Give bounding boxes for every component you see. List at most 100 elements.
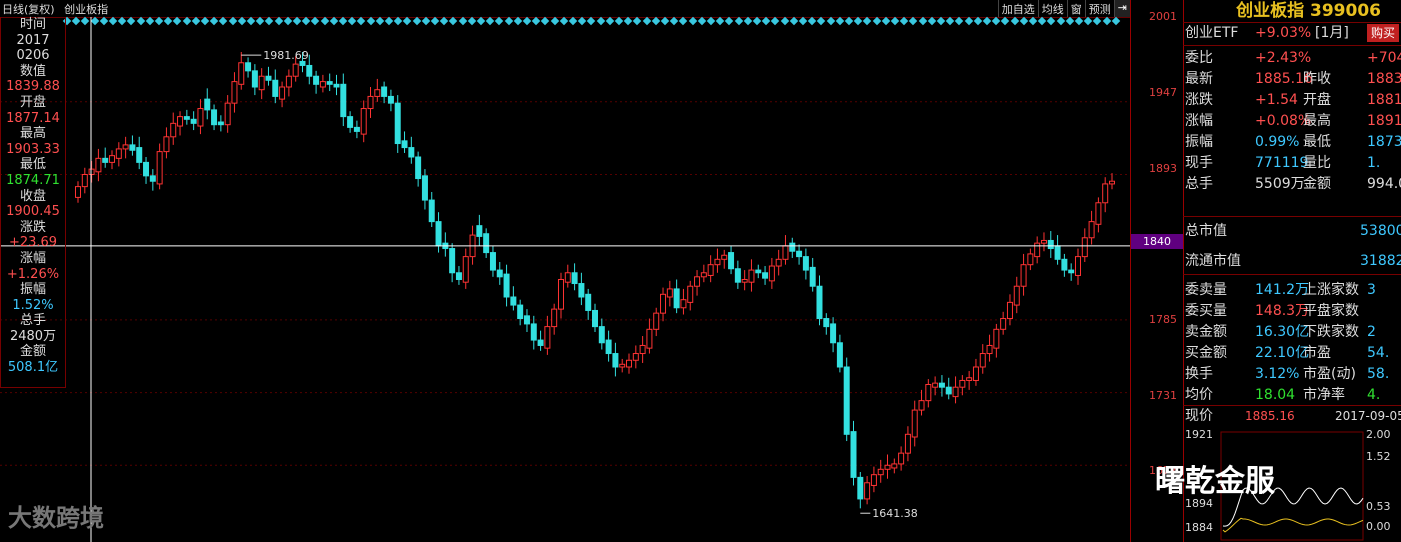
candle-body[interactable] [156, 151, 163, 185]
candle-body[interactable] [1013, 285, 1020, 306]
candle-body[interactable] [333, 83, 340, 88]
forecast-button[interactable]: 预测 [1084, 0, 1114, 17]
candle-body[interactable] [748, 269, 755, 283]
candle-body[interactable] [238, 62, 245, 85]
candle-body[interactable] [578, 283, 585, 298]
candle-body[interactable] [1074, 256, 1081, 276]
candle-body[interactable] [367, 95, 374, 110]
candle-body[interactable] [340, 83, 347, 118]
candle-body[interactable] [272, 79, 279, 97]
candle-body[interactable] [319, 81, 326, 88]
candle-body[interactable] [1054, 245, 1061, 260]
candle-body[interactable] [517, 304, 524, 320]
candle-body[interactable] [993, 328, 1000, 349]
candle-body[interactable] [374, 89, 381, 97]
candle-body[interactable] [646, 328, 653, 349]
candle-body[interactable] [782, 245, 789, 260]
candle-body[interactable] [401, 140, 408, 149]
candle-body[interactable] [462, 256, 469, 283]
candle-body[interactable] [836, 342, 843, 368]
candle-body[interactable] [455, 272, 462, 280]
candle-body[interactable] [680, 299, 687, 309]
candle-body[interactable] [728, 252, 735, 270]
etf-row[interactable]: 创业ETF +9.03% [1月] [1185, 22, 1401, 44]
candle-body[interactable] [762, 272, 769, 279]
candle-body[interactable] [966, 377, 973, 381]
candle-body[interactable] [313, 75, 320, 85]
candle-body[interactable] [88, 168, 95, 176]
candle-body[interactable] [884, 464, 891, 470]
candle-body[interactable] [1061, 258, 1068, 271]
candle-body[interactable] [843, 366, 850, 435]
candle-body[interactable] [925, 384, 932, 402]
candle-body[interactable] [959, 379, 966, 388]
candle-body[interactable] [95, 157, 102, 173]
candle-body[interactable] [435, 221, 442, 247]
candle-body[interactable] [660, 293, 667, 314]
candlestick-chart[interactable]: 1981.69 1641.38 [0, 17, 1130, 542]
candle-body[interactable] [143, 161, 150, 177]
candle-body[interactable] [816, 285, 823, 320]
candle-body[interactable] [979, 353, 986, 368]
candle-body[interactable] [381, 86, 388, 97]
candle-body[interactable] [612, 353, 619, 368]
candle-body[interactable] [823, 318, 830, 328]
candle-body[interactable] [694, 276, 701, 287]
candle-body[interactable] [360, 108, 367, 135]
add-favorite-button[interactable]: 加自选 [997, 0, 1038, 17]
window-button[interactable]: 窗 [1066, 0, 1085, 17]
candle-body[interactable] [224, 102, 231, 126]
candle-body[interactable] [496, 269, 503, 278]
candle-body[interactable] [75, 186, 81, 198]
candle-body[interactable] [306, 64, 313, 77]
candle-body[interactable] [204, 98, 211, 111]
candle-body[interactable] [102, 157, 109, 163]
candle-body[interactable] [557, 279, 564, 310]
candle-body[interactable] [592, 309, 598, 328]
candle-body[interactable] [857, 476, 864, 500]
candle-body[interactable] [326, 81, 333, 85]
candle-body[interactable] [877, 468, 884, 476]
candle-body[interactable] [265, 75, 272, 81]
candle-body[interactable] [530, 323, 537, 341]
candle-body[interactable] [1020, 264, 1027, 287]
candle-body[interactable] [231, 81, 238, 104]
candle-body[interactable] [714, 258, 721, 266]
candle-body[interactable] [551, 308, 558, 328]
candle-body[interactable] [639, 344, 646, 355]
candle-body[interactable] [537, 339, 544, 346]
candle-body[interactable] [802, 256, 809, 271]
candle-body[interactable] [503, 273, 510, 298]
candle-body[interactable] [1000, 318, 1007, 330]
candle-body[interactable] [775, 258, 782, 267]
candle-body[interactable] [285, 75, 292, 88]
candle-body[interactable] [707, 264, 714, 276]
candle-body[interactable] [387, 95, 394, 104]
candle-body[interactable] [115, 148, 122, 159]
candle-body[interactable] [564, 272, 571, 283]
candle-body[interactable] [796, 250, 803, 258]
candle-body[interactable] [734, 268, 741, 283]
candle-body[interactable] [673, 288, 680, 309]
candle-body[interactable] [1027, 253, 1034, 266]
candle-body[interactable] [1088, 221, 1095, 239]
candle-body[interactable] [904, 433, 911, 454]
candle-body[interactable] [653, 312, 660, 330]
candle-body[interactable] [986, 344, 993, 355]
candle-body[interactable] [149, 175, 156, 182]
candle-body[interactable] [952, 386, 959, 398]
candle-body[interactable] [211, 109, 218, 126]
candle-body[interactable] [741, 279, 748, 283]
candle-body[interactable] [605, 339, 612, 355]
candle-body[interactable] [1081, 237, 1088, 258]
candle-body[interactable] [122, 144, 129, 150]
candle-body[interactable] [809, 266, 816, 287]
candle-body[interactable] [789, 242, 796, 252]
candle-body[interactable] [251, 70, 258, 88]
candle-body[interactable] [1040, 239, 1047, 244]
candle-body[interactable] [353, 126, 360, 132]
intraday-mini-chart[interactable]: 1921 1894 1884 2.00 1.52 0.53 0.00 [1183, 426, 1401, 542]
candle-body[interactable] [945, 386, 952, 395]
candle-body[interactable] [932, 382, 939, 388]
candle-body[interactable] [476, 225, 483, 237]
